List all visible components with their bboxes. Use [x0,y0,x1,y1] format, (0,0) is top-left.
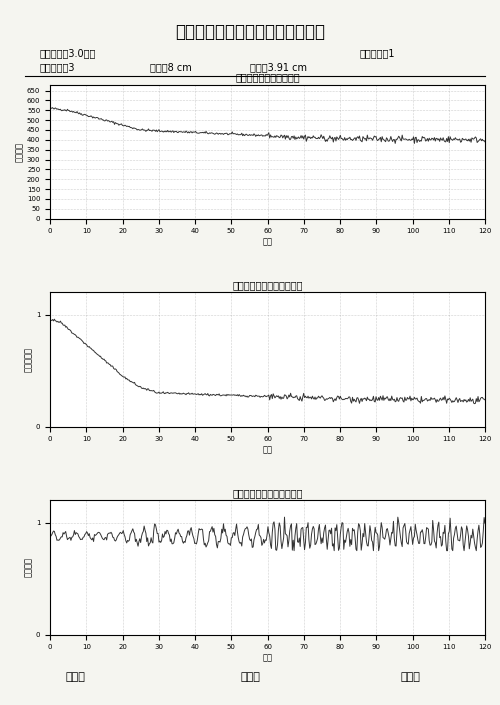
Text: 振动三轴压缩动强度试验曲线报告: 振动三轴压缩动强度试验曲线报告 [175,23,325,41]
Text: 审核人: 审核人 [240,672,260,682]
Title: 液化压力比与振次关系曲线: 液化压力比与振次关系曲线 [232,281,303,290]
Text: 试件名称：1: 试件名称：1 [360,48,396,58]
Text: 试件级数：3: 试件级数：3 [40,62,76,72]
Y-axis label: 动剪应力: 动剪应力 [15,142,24,161]
X-axis label: 振次: 振次 [262,237,272,246]
Text: 高度：8 cm: 高度：8 cm [150,62,192,72]
Title: 动剪应力与振次关系曲线: 动剪应力与振次关系曲线 [235,73,300,82]
Text: 直径：3.91 cm: 直径：3.91 cm [250,62,307,72]
Y-axis label: 孔隙压力: 孔隙压力 [24,558,33,577]
Text: 试验人: 试验人 [65,672,85,682]
X-axis label: 振次: 振次 [262,653,272,662]
Text: 工程名称：3.0应变: 工程名称：3.0应变 [40,48,96,58]
Y-axis label: 液化压力比: 液化压力比 [24,347,33,372]
X-axis label: 振次: 振次 [262,445,272,454]
Text: 批准人: 批准人 [400,672,420,682]
Title: 孔隙压力比与振次关系曲线: 孔隙压力比与振次关系曲线 [232,488,303,498]
